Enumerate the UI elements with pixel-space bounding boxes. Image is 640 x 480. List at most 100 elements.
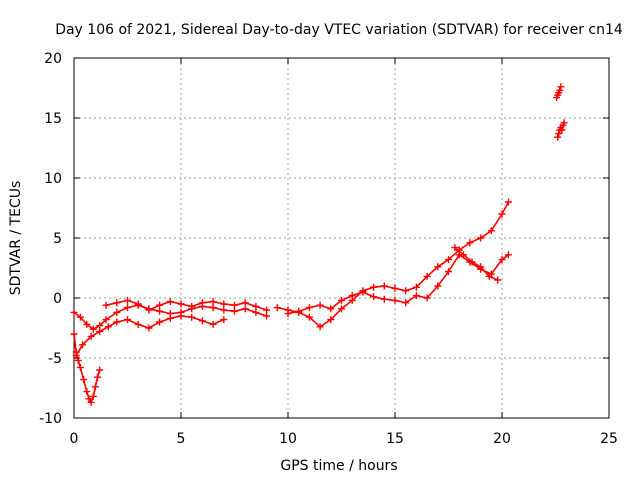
data-point — [402, 287, 410, 295]
x-tick-label: 0 — [70, 431, 79, 447]
data-point — [124, 304, 131, 312]
data-point — [83, 320, 91, 328]
x-axis-label: GPS time / hours — [280, 458, 397, 474]
data-point — [504, 198, 512, 206]
series-line — [75, 315, 225, 357]
data-point — [558, 126, 566, 134]
data-point — [96, 366, 104, 374]
axis-ticks: 0 5 10 15 20 25 -10 -5 0 5 10 15 20 — [39, 51, 618, 447]
data-point — [554, 133, 562, 141]
data-point — [87, 398, 95, 406]
data-point — [423, 272, 431, 280]
data-point — [263, 312, 271, 320]
data-point — [89, 392, 97, 400]
data-point — [156, 307, 164, 315]
data-point — [220, 306, 228, 314]
data-point — [263, 306, 271, 314]
series-cluster-1 — [553, 83, 565, 102]
data-point — [434, 282, 442, 290]
data-point — [79, 341, 87, 349]
data-point — [494, 276, 502, 284]
series-track-d — [102, 296, 271, 314]
data-point — [102, 301, 110, 309]
y-tick-label: 0 — [53, 291, 62, 307]
data-point — [273, 304, 281, 312]
y-tick-label: 10 — [44, 171, 62, 187]
data-layer — [70, 83, 568, 406]
data-point — [338, 305, 345, 313]
data-point — [504, 251, 512, 259]
data-point — [477, 234, 485, 242]
data-point — [145, 324, 153, 332]
data-point — [316, 301, 324, 309]
data-point — [70, 330, 78, 338]
data-point — [113, 308, 121, 316]
data-point — [370, 293, 378, 301]
chart-title: Day 106 of 2021, Sidereal Day-to-day VTE… — [55, 22, 623, 38]
data-point — [305, 304, 313, 312]
data-point — [327, 305, 335, 313]
series-track-b — [70, 330, 104, 406]
data-point — [76, 364, 84, 372]
data-point — [231, 301, 238, 309]
data-point — [113, 318, 121, 326]
data-point — [198, 317, 206, 325]
data-point — [434, 263, 442, 271]
data-point — [391, 284, 399, 292]
data-point — [423, 294, 431, 302]
y-axis-label: SDTVAR / TECUs — [8, 181, 24, 296]
data-point — [83, 388, 91, 396]
data-point — [557, 83, 565, 91]
data-point — [498, 256, 506, 264]
data-point — [72, 352, 80, 360]
data-point — [498, 210, 506, 218]
data-point — [156, 301, 164, 309]
data-point — [80, 376, 88, 384]
data-point — [241, 299, 249, 307]
data-point — [348, 292, 356, 300]
y-tick-label: 5 — [53, 231, 62, 247]
x-tick-label: 20 — [493, 431, 511, 447]
data-point — [166, 314, 174, 322]
data-point — [359, 288, 367, 296]
data-point — [209, 304, 217, 312]
data-point — [188, 302, 196, 310]
data-point — [380, 282, 388, 290]
series-line — [105, 299, 267, 311]
data-point — [220, 316, 228, 324]
data-point — [241, 305, 249, 313]
grid — [74, 58, 609, 418]
data-point — [209, 320, 217, 328]
data-point — [134, 300, 142, 308]
data-point — [468, 258, 476, 266]
data-point — [104, 323, 112, 331]
y-tick-label: 20 — [44, 51, 62, 67]
data-point — [556, 86, 564, 94]
data-point — [96, 322, 104, 330]
data-point — [96, 328, 104, 336]
data-point — [220, 300, 228, 308]
data-point — [76, 313, 84, 321]
data-point — [91, 383, 99, 391]
series-line — [287, 253, 509, 315]
data-point — [87, 332, 95, 340]
data-point — [177, 300, 185, 308]
series-track-g — [451, 244, 502, 284]
data-point — [89, 325, 97, 333]
data-point — [166, 298, 174, 306]
data-point — [338, 296, 345, 304]
data-point — [477, 263, 485, 271]
data-point — [412, 292, 420, 300]
series-cluster-2 — [554, 119, 568, 141]
data-point — [134, 320, 142, 328]
y-tick-label: -10 — [39, 411, 62, 427]
data-point — [485, 272, 493, 280]
data-point — [231, 307, 238, 315]
data-point — [85, 395, 93, 403]
data-point — [466, 239, 474, 247]
data-point — [487, 227, 495, 235]
x-tick-label: 5 — [177, 431, 186, 447]
x-tick-label: 25 — [600, 431, 618, 447]
data-point — [124, 296, 131, 304]
